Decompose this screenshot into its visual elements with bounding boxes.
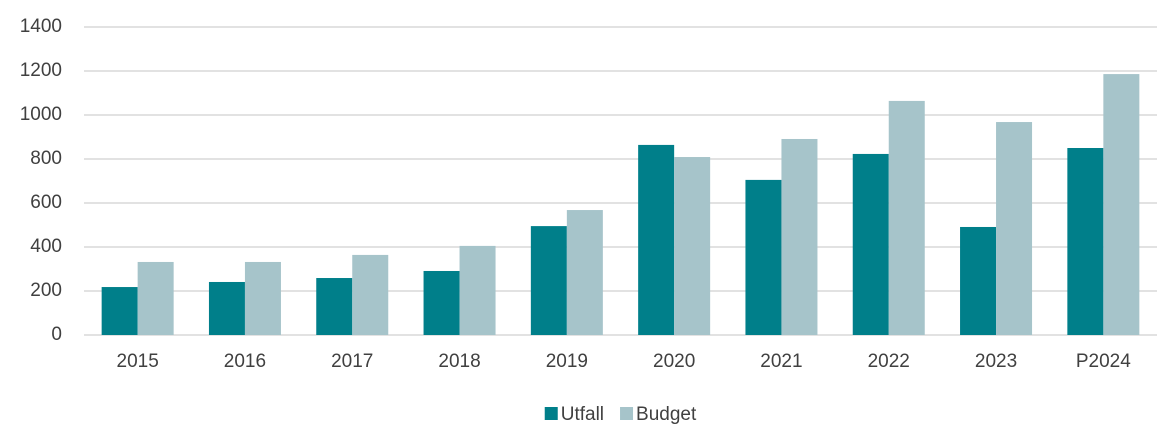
bar [244, 261, 281, 335]
x-tick-label: 2017 [331, 351, 373, 372]
bar [852, 153, 889, 335]
x-tick-label: 2020 [653, 351, 695, 372]
bar [674, 157, 711, 335]
bar [530, 226, 567, 335]
y-tick-label: 200 [30, 280, 62, 301]
legend-label: Utfall [561, 404, 604, 425]
bar [352, 254, 389, 335]
y-tick-label: 600 [30, 192, 62, 213]
legend-swatch [620, 407, 634, 420]
x-tick-label: P2024 [1076, 351, 1131, 372]
bar [888, 100, 925, 335]
y-tick-label: 400 [30, 236, 62, 257]
bar [1103, 74, 1140, 335]
bar [459, 245, 496, 335]
x-tick-label: 2022 [868, 351, 910, 372]
y-tick-label: 1200 [20, 60, 62, 81]
y-tick-label: 800 [30, 148, 62, 169]
x-tick-label: 2021 [760, 351, 802, 372]
bar [781, 138, 818, 335]
bar [996, 122, 1033, 335]
x-tick-label: 2016 [224, 351, 266, 372]
y-tick-label: 1000 [20, 104, 62, 125]
x-tick-label: 2018 [438, 351, 480, 372]
bar [960, 226, 997, 335]
bar [137, 261, 174, 335]
bar [316, 278, 353, 335]
legend-label: Budget [636, 404, 697, 425]
bar [638, 144, 675, 335]
x-tick-label: 2015 [117, 351, 159, 372]
y-tick-label: 0 [51, 324, 62, 345]
x-tick-label: 2019 [546, 351, 588, 372]
bar [423, 270, 460, 335]
x-tick-label: 2023 [975, 351, 1017, 372]
bar [208, 281, 245, 335]
y-tick-label: 1400 [20, 16, 62, 37]
bar [745, 179, 782, 335]
bar [566, 210, 603, 335]
bar [101, 287, 138, 335]
legend-swatch [544, 407, 558, 420]
bar [1067, 148, 1104, 335]
